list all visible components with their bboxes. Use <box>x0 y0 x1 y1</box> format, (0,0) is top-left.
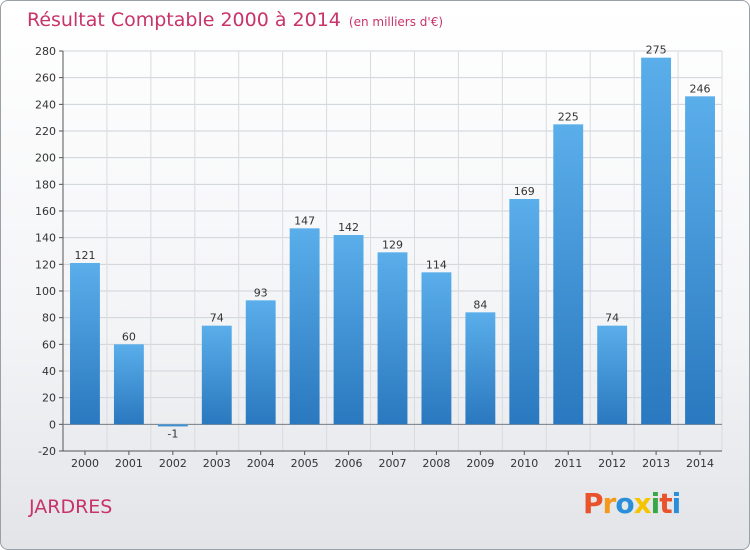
data-label: 246 <box>690 82 711 95</box>
bar-2002 <box>157 424 188 427</box>
data-labels: 121 60 -1 74 93 147 142 129 114 84 169 225 74 275 246 <box>74 44 710 441</box>
x-tick-label: 2012 <box>598 457 626 470</box>
y-tick-label: 140 <box>35 232 56 245</box>
bar-2007 <box>377 252 408 425</box>
logo-letter: t <box>659 487 672 520</box>
x-tick-label: 2009 <box>466 457 494 470</box>
data-label: 93 <box>254 286 268 299</box>
bar-2012 <box>597 325 628 425</box>
data-label: 129 <box>382 238 403 251</box>
proxiti-logo[interactable]: Proxiti <box>583 487 682 520</box>
x-tick-label: 2001 <box>115 457 143 470</box>
chart-title-text: Résultat Comptable 2000 à 2014 <box>27 9 341 31</box>
x-tick-label: 2010 <box>510 457 538 470</box>
x-tick-label: 2006 <box>335 457 363 470</box>
x-tick-label: 2003 <box>203 457 231 470</box>
x-tick-label: 2011 <box>554 457 582 470</box>
logo-letter: P <box>583 487 604 520</box>
data-label: 60 <box>122 330 136 343</box>
data-label: 121 <box>74 249 95 262</box>
bar-2010 <box>509 199 540 425</box>
x-tick-label: 2002 <box>159 457 187 470</box>
y-tick-label: 20 <box>42 392 56 405</box>
chart-unit: (en milliers d'€) <box>348 15 444 29</box>
y-tick-label: 180 <box>35 178 56 191</box>
x-tick-label: 2007 <box>379 457 407 470</box>
y-tick-label: -20 <box>38 445 56 458</box>
bar-2011 <box>553 124 584 425</box>
y-tick-label: 260 <box>35 72 56 85</box>
bars <box>70 57 715 427</box>
x-tick-label: 2014 <box>686 457 714 470</box>
y-tick-label: 220 <box>35 125 56 138</box>
y-tick-label: 40 <box>42 365 56 378</box>
data-label: 275 <box>646 44 667 57</box>
y-tick-label: 60 <box>42 338 56 351</box>
data-label: 142 <box>338 221 359 234</box>
logo-letter: o <box>615 487 634 520</box>
data-label: 147 <box>294 214 315 227</box>
data-label: 74 <box>605 312 619 325</box>
x-tick-label: 2004 <box>247 457 275 470</box>
data-label: 114 <box>426 258 447 271</box>
data-label: 169 <box>514 185 535 198</box>
x-tick-label: 2005 <box>291 457 319 470</box>
bar-2008 <box>421 272 452 425</box>
chart-title: Résultat Comptable 2000 à 2014 (en millie… <box>27 9 443 31</box>
x-tick-label: 2013 <box>642 457 670 470</box>
x-tick-label: 2000 <box>71 457 99 470</box>
data-label: 225 <box>558 110 579 123</box>
logo-letter: i <box>650 487 661 520</box>
bar-2006 <box>333 235 364 425</box>
bar-2004 <box>245 300 276 425</box>
bar-2005 <box>289 228 320 425</box>
y-tick-label: 240 <box>35 98 56 111</box>
bar-2013 <box>641 57 672 425</box>
logo-letter: x <box>633 487 652 520</box>
bar-2001 <box>113 344 144 425</box>
logo-letter: r <box>602 487 617 520</box>
y-tick-label: 120 <box>35 258 56 271</box>
y-tick-label: 80 <box>42 312 56 325</box>
y-tick-label: 200 <box>35 152 56 165</box>
data-label: 74 <box>210 312 224 325</box>
data-label: -1 <box>167 428 178 441</box>
bar-2014 <box>685 96 715 425</box>
bar-2000 <box>70 263 100 425</box>
axes: -20 0 20 40 60 80 100 120 140 160 180 200 220 240 260 2… <box>35 45 722 470</box>
bar-2003 <box>201 325 232 425</box>
logo-letter: i <box>671 487 682 520</box>
data-label: 84 <box>473 298 487 311</box>
bar-2009 <box>465 312 496 425</box>
x-tick-label: 2008 <box>422 457 450 470</box>
y-tick-label: 280 <box>35 45 56 58</box>
y-tick-label: 100 <box>35 285 56 298</box>
y-tick-label: 160 <box>35 205 56 218</box>
y-tick-label: 0 <box>49 418 56 431</box>
commune-name: JARDRES <box>29 496 113 518</box>
